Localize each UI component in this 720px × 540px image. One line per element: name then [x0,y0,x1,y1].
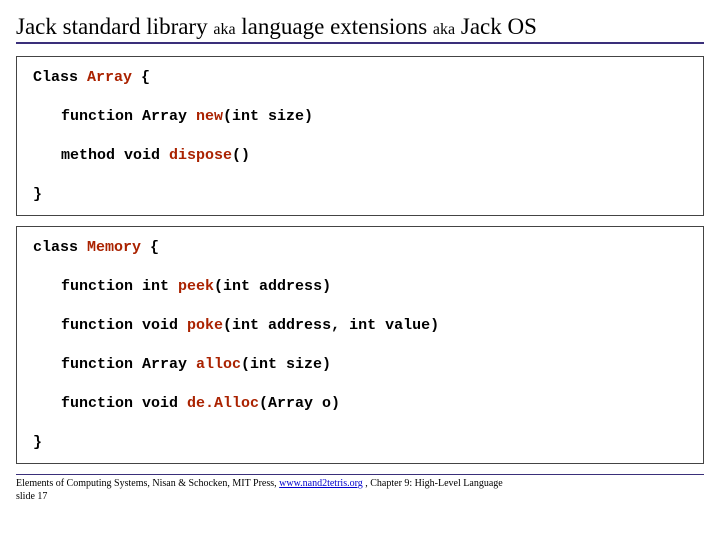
array-open-brace: { [132,69,150,86]
array-dispose-sig: method void [61,147,169,164]
array-open-line: Class Array { [33,67,687,88]
title-part1: Jack standard library [16,14,213,39]
array-new-line: function Array new(int size) [33,106,687,127]
memory-dealloc-name: de.Alloc [187,395,259,412]
slide-container: Jack standard library aka language exten… [0,0,720,540]
title-part3: Jack OS [455,14,537,39]
array-class-box: Class Array { function Array new(int siz… [16,56,704,216]
footer: Elements of Computing Systems, Nisan & S… [16,477,704,503]
array-new-params: (int size) [223,108,313,125]
memory-dealloc-line: function void de.Alloc(Array o) [33,393,687,414]
slide-title: Jack standard library aka language exten… [16,14,704,40]
memory-peek-line: function int peek(int address) [33,276,687,297]
footer-text2: , Chapter 9: High-Level Language [363,478,503,489]
memory-poke-params: (int address, int value) [223,317,439,334]
memory-dealloc-sig: function void [61,395,187,412]
memory-alloc-line: function Array alloc(int size) [33,354,687,375]
array-open-kw: Class [33,69,87,86]
title-aka1: aka [213,21,235,38]
memory-open-brace: { [141,239,159,256]
array-dispose-name: dispose [169,147,232,164]
array-new-name: new [196,108,223,125]
memory-alloc-params: (int size) [241,356,331,373]
array-dispose-line: method void dispose() [33,145,687,166]
footer-slide-num: slide 17 [16,491,47,502]
memory-alloc-sig: function Array [61,356,196,373]
footer-divider [16,474,704,475]
title-part2: language extensions [236,14,433,39]
memory-open-line: class Memory { [33,237,687,258]
footer-link[interactable]: www.nand2tetris.org [279,478,363,489]
title-underline [16,42,704,44]
memory-poke-name: poke [187,317,223,334]
array-dispose-params: () [232,147,250,164]
memory-poke-sig: function void [61,317,187,334]
memory-open-kw: class [33,239,87,256]
footer-text1: Elements of Computing Systems, Nisan & S… [16,478,279,489]
memory-peek-sig: function int [61,278,178,295]
memory-class-name: Memory [87,239,141,256]
memory-poke-line: function void poke(int address, int valu… [33,315,687,336]
memory-peek-params: (int address) [214,278,331,295]
array-class-name: Array [87,69,132,86]
memory-class-box: class Memory { function int peek(int add… [16,226,704,464]
memory-alloc-name: alloc [196,356,241,373]
array-new-sig: function Array [61,108,196,125]
memory-peek-name: peek [178,278,214,295]
array-close-line: } [33,184,687,205]
title-aka2: aka [433,21,455,38]
memory-close-line: } [33,432,687,453]
memory-dealloc-params: (Array o) [259,395,340,412]
